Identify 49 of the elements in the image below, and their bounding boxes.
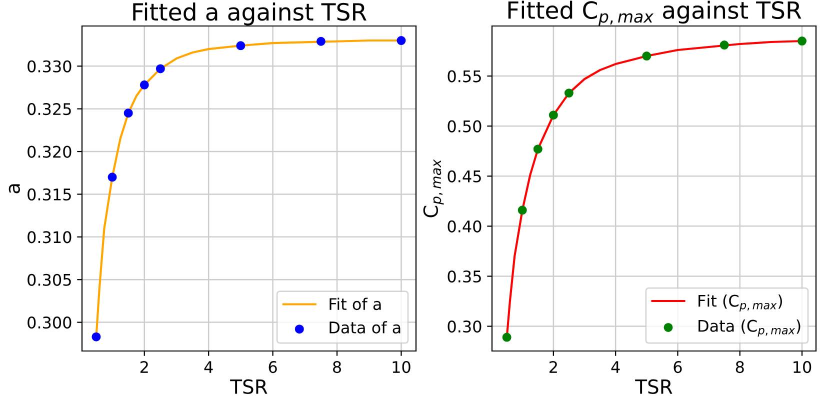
y-axis-title: C$_{p,max}$ <box>423 159 444 218</box>
point <box>518 206 527 215</box>
y-axis-title: a <box>8 184 20 194</box>
y-tick-label: 0.325 <box>28 103 71 116</box>
point <box>533 144 542 154</box>
chart-title: Fitted a against TSR <box>133 2 366 26</box>
y-tick-label: 0.40 <box>448 220 482 232</box>
legend-label: Fit (C$_{p,max}$) <box>698 294 782 312</box>
y-tick-label: 0.330 <box>28 60 72 72</box>
x-axis-title: TSR <box>635 379 672 394</box>
legend-label: Fit of a <box>330 298 381 310</box>
x-tick-label: 8 <box>333 361 342 374</box>
point <box>140 80 149 90</box>
x-tick-label: 8 <box>736 361 744 374</box>
point <box>798 36 807 46</box>
x-tick-label: 4 <box>611 361 620 373</box>
y-tick-label: 0.320 <box>28 146 72 158</box>
chart-title: Fitted C$_{p,max}$ against TSR <box>508 0 802 26</box>
point <box>642 52 652 61</box>
point <box>156 64 165 74</box>
point <box>108 172 117 182</box>
y-tick-label: 0.300 <box>28 316 72 329</box>
point <box>316 36 326 46</box>
y-tick-label: 0.30 <box>448 320 482 333</box>
y-tick-label: 0.305 <box>28 274 71 286</box>
x-tick-label: 6 <box>674 361 682 374</box>
point <box>548 110 558 120</box>
point <box>502 332 512 342</box>
x-tick-label: 10 <box>392 361 410 374</box>
y-tick-label: 0.35 <box>448 270 481 283</box>
y-tick-label: 0.50 <box>448 120 482 132</box>
y-tick-label: 0.55 <box>448 70 481 82</box>
point <box>396 36 406 46</box>
x-tick-label: 10 <box>794 361 812 374</box>
y-tick-label: 0.45 <box>448 170 481 182</box>
y-tick-label: 0.310 <box>28 231 72 244</box>
x-tick-label: 2 <box>550 361 557 373</box>
legend-label: Data of a <box>330 321 400 334</box>
x-tick-label: 6 <box>268 361 277 374</box>
x-tick-label: 4 <box>204 361 213 373</box>
point <box>124 108 133 118</box>
point <box>236 41 246 50</box>
point <box>564 88 574 98</box>
x-tick-label: 2 <box>140 361 148 373</box>
x-axis-title: TSR <box>230 379 268 394</box>
y-tick-label: 0.315 <box>28 188 71 201</box>
point <box>92 332 101 342</box>
legend-label: Data (C$_{p,max}$) <box>698 320 800 337</box>
point <box>720 40 729 50</box>
